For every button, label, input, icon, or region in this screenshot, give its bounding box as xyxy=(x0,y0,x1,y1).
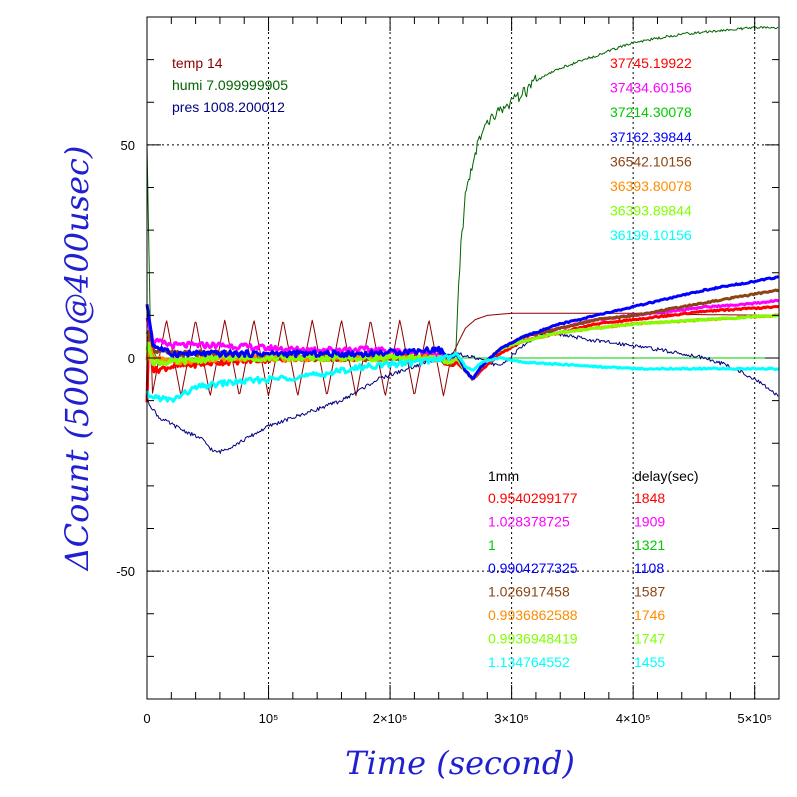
y-axis-title: ΔCount (50000@400usec) xyxy=(58,146,96,573)
series-line xyxy=(145,275,780,380)
top-right-value: 36393.89844 xyxy=(610,203,692,219)
table-delay: 1747 xyxy=(634,630,665,646)
x-tick-label: 0 xyxy=(143,711,150,726)
table-delay: 1587 xyxy=(634,584,665,600)
table-delay: 1746 xyxy=(634,607,665,623)
table-ratio: 1.028378725 xyxy=(488,513,570,529)
table-ratio: 0.9936862588 xyxy=(488,607,578,623)
table-delay: 1848 xyxy=(634,490,665,506)
x-tick-label: 2×10⁵ xyxy=(373,711,408,726)
table-header-1mm: 1mm xyxy=(488,468,519,484)
x-tick-label: 4×10⁵ xyxy=(616,711,651,726)
series-line xyxy=(145,351,779,403)
x-tick-label: 3×10⁵ xyxy=(494,711,529,726)
table-delay: 1321 xyxy=(634,537,665,553)
tick-layer xyxy=(146,16,780,700)
y-tick-label: 50 xyxy=(121,138,135,153)
table-ratio: 1.026917458 xyxy=(488,584,570,600)
top-right-value: 37162.39844 xyxy=(610,129,692,145)
legend-layer: temp 14 humi 7.099999905 pres 1008.200012 3… xyxy=(172,55,699,670)
table-ratio: 1 xyxy=(488,537,496,553)
table-ratio: 0.9936948419 xyxy=(488,630,578,646)
table-ratio: 0.9540299177 xyxy=(488,490,578,506)
top-right-value: 36542.10156 xyxy=(610,153,692,169)
table-delay: 1108 xyxy=(634,560,664,576)
y-tick-label: -50 xyxy=(116,564,135,579)
x-tick-label: 5×10⁵ xyxy=(737,711,772,726)
table-delay: 1455 xyxy=(634,654,665,670)
env-legend-entry: pres 1008.200012 xyxy=(172,99,285,115)
x-tick-label: 10⁵ xyxy=(259,711,279,726)
series-layer xyxy=(145,26,780,454)
label-layer: 0 10⁵ 2×10⁵ 3×10⁵ 4×10⁵ 5×10⁵ -50 0 50 xyxy=(116,138,772,726)
table-ratio: 1.134764552 xyxy=(488,654,570,670)
env-legend-entry: humi 7.099999905 xyxy=(172,77,288,93)
x-axis-title: Time (second) xyxy=(345,744,575,782)
top-right-value: 36199.10156 xyxy=(610,227,692,243)
top-right-value: 36393.80078 xyxy=(610,178,692,194)
series-line xyxy=(146,330,779,454)
top-right-value: 37745.19922 xyxy=(610,55,692,71)
top-right-value: 37214.30078 xyxy=(610,104,692,120)
y-tick-label: 0 xyxy=(128,351,135,366)
top-right-value: 37434.60156 xyxy=(610,80,692,96)
env-legend-entry: temp 14 xyxy=(172,55,223,71)
table-ratio: 0.9904277325 xyxy=(488,560,578,576)
table-delay: 1909 xyxy=(634,513,665,529)
table-header-delay: delay(sec) xyxy=(634,468,699,484)
